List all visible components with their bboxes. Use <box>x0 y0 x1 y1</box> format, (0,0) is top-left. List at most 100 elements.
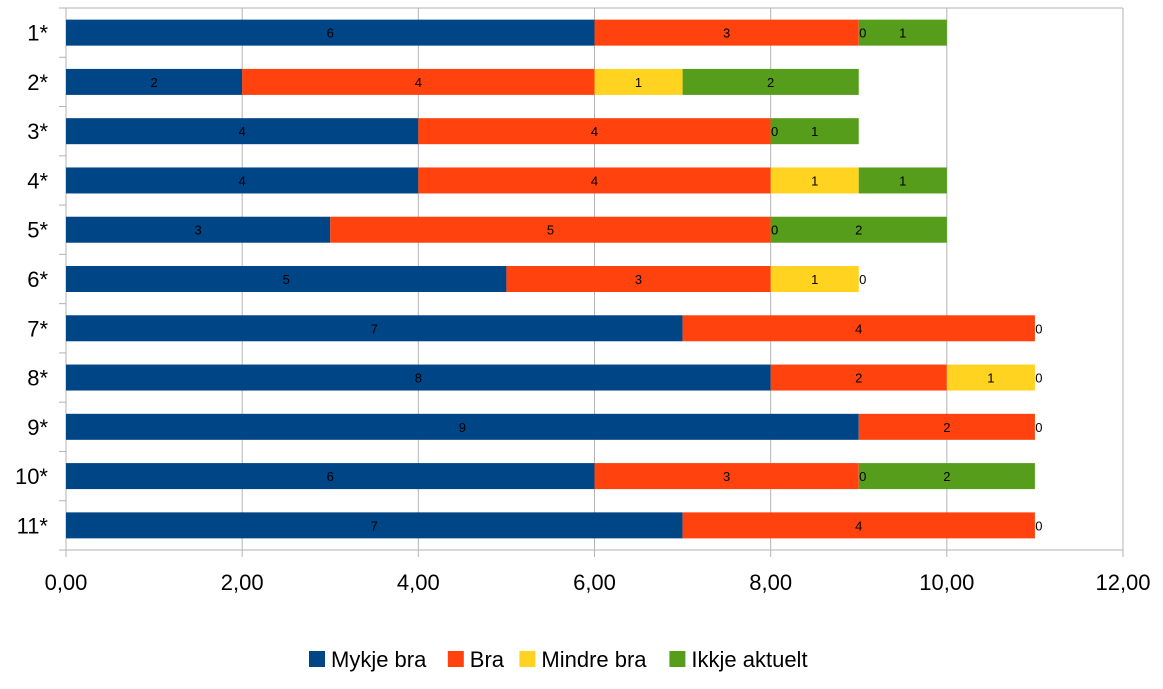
data-label: 0 <box>1035 321 1042 336</box>
legend-label: Mindre bra <box>541 647 647 672</box>
legend-swatch <box>519 651 536 667</box>
category-label: 2* <box>27 70 48 95</box>
category-label: 4* <box>27 168 48 193</box>
bar-segment <box>946 364 1035 391</box>
data-label: 4 <box>855 518 862 533</box>
bar-segment <box>66 167 419 194</box>
x-tick-label: 10,00 <box>919 570 974 595</box>
bar-segment <box>330 216 771 243</box>
bars <box>66 19 1035 539</box>
data-label: 0 <box>1035 371 1042 386</box>
data-label: 1 <box>811 173 818 188</box>
bar-segment <box>682 315 1035 342</box>
legend-label: Mykje bra <box>331 647 427 672</box>
data-label: 2 <box>855 223 862 238</box>
data-label: 3 <box>195 223 202 238</box>
bar-segment <box>858 19 947 46</box>
data-label: 4 <box>591 124 598 139</box>
category-label: 11* <box>17 513 49 538</box>
data-label: 0 <box>1035 518 1042 533</box>
data-label: 1 <box>899 26 906 41</box>
data-label: 9 <box>459 420 466 435</box>
bar-segment <box>770 266 859 292</box>
data-label: 5 <box>547 223 554 238</box>
bar-segment <box>418 118 771 145</box>
legend-label: Bra <box>470 647 505 672</box>
x-tick-label: 4,00 <box>397 570 440 595</box>
data-label: 4 <box>239 173 246 188</box>
bar-segment <box>770 167 859 194</box>
data-label: 0 <box>1035 420 1042 435</box>
category-label: 5* <box>27 218 48 243</box>
data-label: 4 <box>855 321 862 336</box>
category-label: 9* <box>27 415 48 440</box>
legend-swatch <box>669 651 686 667</box>
data-label: 3 <box>723 26 730 41</box>
bar-segment <box>66 315 683 342</box>
x-tick-label: 0,00 <box>45 570 88 595</box>
bar-segment <box>66 68 243 95</box>
bar-segment <box>66 266 507 292</box>
bar-segment <box>66 364 771 391</box>
legend-swatch <box>309 651 325 667</box>
category-label: 6* <box>27 267 48 292</box>
x-tick-label: 8,00 <box>749 570 792 595</box>
data-label: 0 <box>859 469 866 484</box>
bar-segment <box>66 19 595 46</box>
bar-segment <box>66 216 331 243</box>
data-label: 2 <box>943 420 950 435</box>
data-label: 2 <box>767 75 774 90</box>
legend-swatch <box>447 651 464 667</box>
bar-segment <box>594 19 859 46</box>
category-label: 10* <box>15 464 48 489</box>
data-label: 7 <box>371 518 378 533</box>
bar-segment <box>506 266 771 292</box>
data-label: 1 <box>635 75 642 90</box>
bar-segment <box>770 216 947 243</box>
bar-segment <box>594 463 859 490</box>
category-label: 8* <box>27 366 48 391</box>
data-label: 2 <box>943 469 950 484</box>
bar-segment <box>66 118 419 145</box>
bar-segment <box>858 463 1035 490</box>
data-label: 1 <box>811 124 818 139</box>
category-label: 3* <box>27 119 48 144</box>
data-label: 0 <box>859 272 866 287</box>
data-label: 4 <box>415 75 422 90</box>
data-label: 6 <box>327 26 334 41</box>
legend-label: Ikkje aktuelt <box>691 647 807 672</box>
x-tick-label: 12,00 <box>1095 570 1150 595</box>
bar-segment <box>66 512 683 539</box>
data-label: 3 <box>635 272 642 287</box>
data-label: 0 <box>771 124 778 139</box>
bar-segment <box>770 118 859 145</box>
bar-segment <box>66 463 595 490</box>
data-labels: 6 3 0 12 4 1 24 4 0 14 4 1 13 5 0 25 3 1 07 4 08 2 1 09 2 06 3 0 27 4… <box>150 26 1042 534</box>
data-label: 0 <box>771 223 778 238</box>
category-label: 1* <box>27 21 48 46</box>
data-label: 4 <box>239 124 246 139</box>
bar-segment <box>242 68 595 95</box>
bar-segment <box>594 68 683 95</box>
bar-segment <box>858 413 1035 440</box>
data-label: 3 <box>723 469 730 484</box>
bar-segment <box>682 68 859 95</box>
data-label: 1 <box>987 371 994 386</box>
data-label: 6 <box>327 469 334 484</box>
data-label: 2 <box>150 75 157 90</box>
bar-segment <box>858 167 947 194</box>
data-label: 5 <box>283 272 290 287</box>
data-label: 7 <box>371 321 378 336</box>
bar-segment <box>682 512 1035 539</box>
data-label: 1 <box>811 272 818 287</box>
bar-segment <box>66 413 859 440</box>
axes: 0,00 2,00 4,00 6,00 8,00 10,00 12,00 1* 2* 3* 4* 5*… <box>15 7 1151 595</box>
data-label: 2 <box>855 371 862 386</box>
data-label: 1 <box>899 173 906 188</box>
data-label: 8 <box>415 371 422 386</box>
bar-segment <box>770 364 947 391</box>
x-tick-label: 6,00 <box>573 570 616 595</box>
bar-segment <box>418 167 771 194</box>
